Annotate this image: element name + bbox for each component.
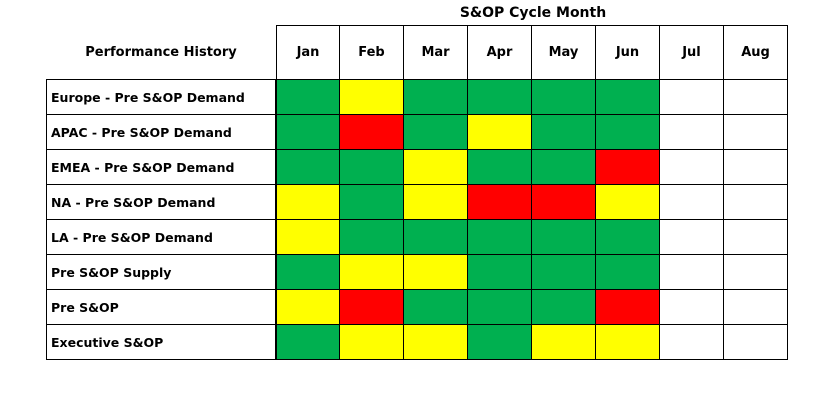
status-cell xyxy=(468,115,532,150)
status-cell xyxy=(404,185,468,220)
status-cell xyxy=(404,325,468,360)
status-cell xyxy=(468,150,532,185)
status-cell xyxy=(596,255,660,290)
status-cell xyxy=(532,220,596,255)
status-cell xyxy=(724,290,788,325)
status-cell xyxy=(596,220,660,255)
status-cell xyxy=(340,115,404,150)
status-cell xyxy=(724,220,788,255)
status-cell xyxy=(660,325,724,360)
status-cell xyxy=(724,185,788,220)
status-cell xyxy=(724,150,788,185)
status-cell xyxy=(404,150,468,185)
column-header-apr: Apr xyxy=(468,25,532,80)
status-cell xyxy=(532,325,596,360)
status-cell xyxy=(340,80,404,115)
status-cell xyxy=(340,220,404,255)
status-cell xyxy=(468,185,532,220)
status-cell xyxy=(660,290,724,325)
status-cell xyxy=(596,185,660,220)
status-cell xyxy=(404,255,468,290)
row-label: Executive S&OP xyxy=(46,325,276,360)
status-cell xyxy=(340,325,404,360)
status-cell xyxy=(596,115,660,150)
status-cell xyxy=(724,325,788,360)
status-cell xyxy=(404,115,468,150)
column-header-aug: Aug xyxy=(724,25,788,80)
status-cell xyxy=(596,80,660,115)
chart-title: S&OP Cycle Month xyxy=(459,5,607,21)
status-cell xyxy=(596,325,660,360)
status-grid: Performance History Jan Feb Mar Apr May Jun Ju… xyxy=(46,25,788,360)
status-cell xyxy=(660,150,724,185)
column-header-jul: Jul xyxy=(660,25,724,80)
status-cell xyxy=(276,150,340,185)
status-cell xyxy=(532,115,596,150)
status-cell xyxy=(340,150,404,185)
status-cell xyxy=(660,255,724,290)
status-cell xyxy=(276,325,340,360)
status-cell xyxy=(724,115,788,150)
status-cell xyxy=(276,80,340,115)
status-cell xyxy=(468,255,532,290)
status-cell xyxy=(340,290,404,325)
status-cell xyxy=(340,255,404,290)
status-cell xyxy=(532,150,596,185)
row-label: APAC - Pre S&OP Demand xyxy=(46,115,276,150)
status-cell xyxy=(404,220,468,255)
status-cell xyxy=(276,255,340,290)
status-cell xyxy=(468,290,532,325)
status-cell xyxy=(276,220,340,255)
status-cell xyxy=(660,115,724,150)
row-label: EMEA - Pre S&OP Demand xyxy=(46,150,276,185)
status-cell xyxy=(724,255,788,290)
column-header-jan: Jan xyxy=(276,25,340,80)
status-cell xyxy=(276,115,340,150)
row-label: Pre S&OP xyxy=(46,290,276,325)
column-header-feb: Feb xyxy=(340,25,404,80)
status-cell xyxy=(468,325,532,360)
status-cell xyxy=(532,255,596,290)
row-label: Pre S&OP Supply xyxy=(46,255,276,290)
row-label: Europe - Pre S&OP Demand xyxy=(46,80,276,115)
status-cell xyxy=(276,185,340,220)
status-cell xyxy=(468,220,532,255)
status-cell xyxy=(276,290,340,325)
row-header: Performance History xyxy=(46,25,276,80)
column-header-jun: Jun xyxy=(596,25,660,80)
column-header-may: May xyxy=(532,25,596,80)
status-cell xyxy=(340,185,404,220)
status-cell xyxy=(404,80,468,115)
status-cell xyxy=(596,290,660,325)
column-header-mar: Mar xyxy=(404,25,468,80)
status-cell xyxy=(404,290,468,325)
status-cell xyxy=(532,290,596,325)
status-cell xyxy=(724,80,788,115)
status-cell xyxy=(660,220,724,255)
status-cell xyxy=(532,185,596,220)
row-label: NA - Pre S&OP Demand xyxy=(46,185,276,220)
status-cell xyxy=(660,185,724,220)
status-cell xyxy=(532,80,596,115)
status-cell xyxy=(468,80,532,115)
row-label: LA - Pre S&OP Demand xyxy=(46,220,276,255)
status-cell xyxy=(596,150,660,185)
status-cell xyxy=(660,80,724,115)
